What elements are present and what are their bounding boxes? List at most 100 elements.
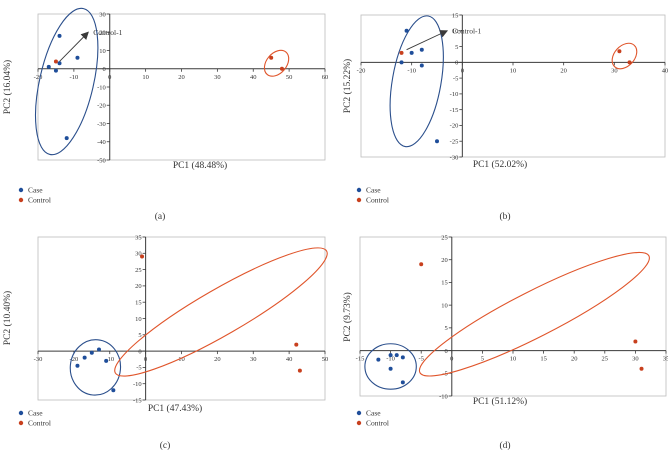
control-ellipse	[114, 247, 328, 377]
x-tick-label: 30	[250, 356, 257, 363]
y-tick-label: 25	[441, 234, 448, 241]
y-tick-label: 0	[138, 348, 141, 355]
case-point	[75, 55, 80, 60]
panel-label: (c)	[160, 440, 171, 451]
y-axis-label: PC2 (15.22%)	[342, 59, 353, 113]
y-axis-label: PC2 (10.40%)	[2, 291, 13, 345]
x-tick-label: 0	[461, 67, 464, 74]
legend-marker-case	[18, 187, 24, 193]
case-point	[394, 353, 399, 358]
control-point	[633, 339, 638, 344]
y-tick-label: -10	[439, 393, 448, 400]
control-point	[140, 254, 145, 259]
x-tick-label: 50	[286, 74, 293, 81]
x-tick-label: 35	[663, 356, 668, 363]
control-ellipse	[418, 251, 650, 377]
y-tick-label: 10	[452, 28, 459, 35]
control-point	[639, 366, 644, 371]
legend-label-case: Case	[28, 409, 43, 418]
case-point	[409, 50, 414, 55]
x-tick-label: -20	[70, 356, 79, 363]
x-tick-label: 40	[662, 67, 668, 74]
control-point	[279, 66, 284, 71]
legend-marker-control	[356, 420, 362, 426]
y-tick-label: 10	[135, 316, 142, 323]
y-tick-label: 10	[441, 302, 448, 309]
plot-frame	[37, 236, 326, 401]
x-tick-label: 20	[560, 67, 567, 74]
control-ellipse	[611, 42, 638, 70]
x-tick-label: 15	[540, 356, 547, 363]
control-point	[294, 342, 299, 347]
legend-label-case: Case	[366, 409, 381, 418]
plot-frame	[360, 14, 666, 158]
x-tick-label: -10	[407, 67, 416, 74]
case-point	[404, 28, 409, 33]
case-ellipse	[69, 339, 122, 396]
x-tick-label: 50	[322, 356, 329, 363]
case-point	[400, 355, 405, 360]
y-tick-label: 15	[452, 12, 459, 19]
y-tick-label: 15	[441, 280, 448, 287]
x-tick-label: -15	[356, 356, 365, 363]
y-tick-label: -10	[450, 91, 459, 98]
control-point	[617, 49, 622, 54]
control-point	[419, 262, 424, 267]
x-tick-label: 0	[144, 356, 147, 363]
y-tick-label: -5	[453, 75, 458, 82]
legend-marker-case	[356, 410, 362, 416]
x-tick-label: 0	[450, 356, 453, 363]
case-ellipse	[364, 343, 417, 390]
y-tick-label: -30	[97, 121, 106, 128]
y-axis-label: PC2 (9.73%)	[342, 292, 353, 342]
y-tick-label: 35	[135, 234, 142, 241]
case-point	[82, 355, 87, 360]
case-point	[388, 366, 393, 371]
y-tick-label: 30	[135, 251, 142, 258]
case-point	[419, 47, 424, 52]
case-point	[89, 350, 94, 355]
annotation-arrow	[406, 30, 449, 51]
y-tick-label: -30	[450, 154, 459, 161]
legend-marker-case	[356, 187, 362, 193]
y-tick-label: -40	[97, 139, 106, 146]
y-tick-label: 0	[445, 348, 448, 355]
y-tick-label: 5	[138, 332, 141, 339]
case-point	[388, 353, 393, 358]
x-tick-label: 40	[250, 74, 257, 81]
case-point	[57, 61, 62, 66]
case-point	[53, 68, 58, 73]
x-tick-label: -10	[70, 74, 79, 81]
case-point	[96, 347, 101, 352]
chart-panel-3: -30 -20 -10 0 10 20 30 40 50-15-10-5051015202530…	[2, 234, 329, 451]
x-axis-label: PC1 (52.02%)	[473, 159, 527, 170]
y-tick-label: 20	[135, 283, 142, 290]
x-tick-label: -10	[105, 356, 114, 363]
x-tick-label: 20	[178, 74, 185, 81]
x-tick-label: 10	[142, 74, 149, 81]
case-point	[399, 60, 404, 65]
x-tick-label: 30	[611, 67, 618, 74]
y-tick-label: 30	[99, 11, 106, 18]
y-tick-label: 20	[99, 30, 106, 37]
case-point	[376, 357, 381, 362]
case-point	[64, 136, 69, 141]
annotation-label: Control-1	[452, 26, 481, 35]
y-tick-label: -25	[450, 139, 459, 146]
plot-frame	[37, 13, 326, 161]
y-tick-label: 0	[455, 60, 458, 67]
y-tick-label: -20	[97, 103, 106, 110]
case-point	[400, 380, 405, 385]
y-tick-label: -15	[133, 397, 142, 404]
y-tick-label: 5	[445, 325, 448, 332]
x-tick-label: 40	[286, 356, 293, 363]
case-ellipse	[389, 15, 444, 148]
y-tick-label: 10	[99, 48, 106, 55]
control-point	[297, 368, 302, 373]
case-point	[419, 63, 424, 68]
chart-panel-2: -20 -10 0 10 20 30 40-30-25-20-15-10-5051015Co…	[342, 12, 668, 222]
y-tick-label: -10	[133, 381, 142, 388]
x-tick-label: 25	[602, 356, 609, 363]
y-tick-label: -50	[97, 157, 106, 164]
case-point	[46, 64, 51, 69]
